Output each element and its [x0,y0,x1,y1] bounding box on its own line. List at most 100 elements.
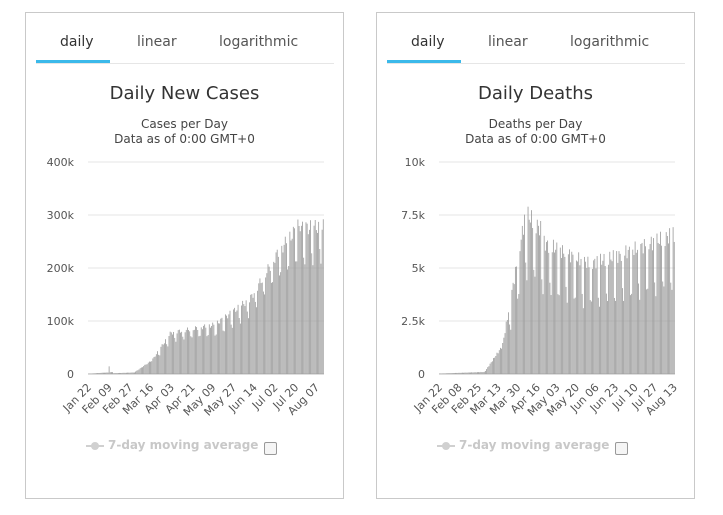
data-bar[interactable] [140,367,142,374]
data-bar[interactable] [180,332,181,374]
data-bar[interactable] [98,372,100,374]
data-bar[interactable] [521,225,523,374]
data-bar[interactable] [172,334,173,374]
data-bar[interactable] [491,361,493,374]
data-bar[interactable] [549,282,551,374]
data-bar[interactable] [482,372,484,374]
data-bar[interactable] [204,324,206,374]
data-bar[interactable] [487,367,489,374]
data-bar[interactable] [509,324,511,374]
data-bar[interactable] [604,265,606,374]
data-bar[interactable] [526,280,528,374]
data-bar[interactable] [231,327,233,374]
data-bar[interactable] [229,310,231,374]
tab-logarithmic[interactable]: logarithmic [570,34,650,50]
data-bar[interactable] [149,361,150,374]
data-bar[interactable] [127,372,128,374]
data-bar[interactable] [580,258,582,374]
data-bar[interactable] [532,227,534,374]
data-bar[interactable] [268,266,270,374]
data-bar[interactable] [200,327,202,374]
data-bar[interactable] [313,225,315,374]
data-bar[interactable] [512,282,514,374]
data-bar[interactable] [321,229,323,374]
data-bar[interactable] [662,281,664,374]
data-bar[interactable] [297,219,299,374]
data-bar[interactable] [554,252,555,374]
data-bar[interactable] [547,240,549,374]
data-bar[interactable] [668,243,669,374]
data-bar[interactable] [625,245,627,374]
data-bar[interactable] [265,277,267,374]
data-bar[interactable] [242,300,244,374]
data-bar[interactable] [223,331,225,374]
data-bar[interactable] [494,357,496,374]
data-bar[interactable] [227,318,229,374]
data-bar[interactable] [635,252,637,374]
data-bar[interactable] [212,322,214,374]
data-bar[interactable] [596,256,598,374]
data-bar[interactable] [633,255,635,374]
data-bar[interactable] [493,358,494,374]
data-bar[interactable] [605,293,607,374]
data-bar[interactable] [462,372,463,374]
data-bar[interactable] [658,244,660,374]
data-bar[interactable] [160,346,162,374]
data-bar[interactable] [135,371,137,374]
data-bar[interactable] [595,268,597,374]
data-bar[interactable] [94,373,96,374]
data-bar[interactable] [470,372,471,374]
data-bar[interactable] [443,373,445,374]
data-bar[interactable] [611,261,613,374]
data-bar[interactable] [573,298,575,374]
data-bar[interactable] [603,253,605,374]
data-bar[interactable] [233,309,234,374]
data-bar[interactable] [169,331,171,374]
data-bar[interactable] [541,279,543,374]
data-bar[interactable] [142,367,143,374]
data-bar[interactable] [664,246,666,374]
data-bar[interactable] [218,323,219,374]
data-bar[interactable] [607,301,608,374]
data-bar[interactable] [539,235,540,374]
data-bar[interactable] [287,269,288,374]
data-bar[interactable] [550,295,552,374]
data-bar[interactable] [131,372,133,374]
data-bar[interactable] [238,318,240,374]
data-bar[interactable] [107,372,109,374]
data-bar[interactable] [653,238,654,374]
data-bar[interactable] [571,251,573,374]
data-bar[interactable] [244,306,246,374]
data-bar[interactable] [175,341,177,374]
tab-daily[interactable]: daily [60,34,94,50]
data-bar[interactable] [236,310,238,374]
data-bar[interactable] [307,234,309,374]
data-bar[interactable] [533,269,535,374]
data-bar[interactable] [102,372,104,374]
data-bar[interactable] [535,233,537,374]
data-bar[interactable] [590,301,592,374]
data-bar[interactable] [120,372,122,374]
data-bar[interactable] [235,311,237,374]
data-bar[interactable] [190,336,192,374]
data-bar[interactable] [542,294,544,374]
data-bar[interactable] [584,256,585,374]
data-bar[interactable] [489,363,491,374]
data-bar[interactable] [505,321,507,374]
data-bar[interactable] [253,293,255,374]
data-bar[interactable] [637,249,638,374]
data-bar[interactable] [479,372,481,374]
data-bar[interactable] [289,231,291,374]
data-bar[interactable] [645,246,646,374]
data-bar[interactable] [113,373,115,374]
data-bar[interactable] [105,372,107,374]
data-bar[interactable] [557,294,559,374]
data-bar[interactable] [292,226,294,374]
data-bar[interactable] [496,352,498,374]
data-bar[interactable] [250,294,252,374]
data-bar[interactable] [646,289,648,374]
data-bar[interactable] [303,257,305,374]
data-bar[interactable] [309,229,310,374]
data-bar[interactable] [176,333,178,374]
data-bar[interactable] [195,326,196,374]
